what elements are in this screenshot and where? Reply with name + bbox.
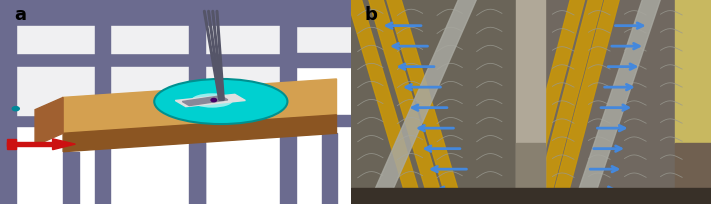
Polygon shape — [551, 0, 619, 204]
Bar — [95, 0, 110, 204]
Bar — [516, 143, 545, 204]
Polygon shape — [387, 0, 462, 204]
Polygon shape — [7, 142, 56, 146]
Polygon shape — [175, 95, 245, 107]
Polygon shape — [63, 115, 336, 152]
Polygon shape — [53, 139, 75, 150]
Polygon shape — [182, 96, 228, 106]
Bar — [16, 27, 95, 54]
Bar — [545, 0, 711, 204]
Bar — [351, 188, 711, 204]
Bar — [110, 67, 189, 115]
Bar — [0, 0, 16, 204]
Bar — [0, 54, 351, 67]
Polygon shape — [63, 80, 336, 134]
Bar — [205, 67, 280, 115]
Bar — [323, 134, 336, 204]
Bar — [0, 115, 351, 126]
Bar — [110, 27, 189, 54]
Polygon shape — [7, 140, 16, 149]
Polygon shape — [368, 0, 444, 204]
Bar — [530, 0, 711, 27]
Bar — [0, 0, 351, 27]
Text: a: a — [14, 6, 26, 24]
Circle shape — [211, 99, 217, 102]
Polygon shape — [347, 0, 422, 204]
Bar — [351, 0, 530, 27]
Bar — [193, 143, 205, 204]
Bar — [516, 0, 545, 204]
Bar — [63, 152, 79, 204]
Bar — [280, 0, 296, 204]
Ellipse shape — [154, 80, 287, 124]
Bar — [205, 27, 284, 54]
Bar — [351, 0, 527, 204]
Polygon shape — [516, 0, 585, 204]
Polygon shape — [574, 0, 661, 204]
Bar — [0, 27, 351, 54]
Ellipse shape — [191, 94, 233, 108]
Bar — [675, 143, 711, 204]
Bar — [189, 0, 205, 204]
Bar — [675, 0, 711, 143]
Polygon shape — [535, 0, 603, 204]
Bar — [16, 67, 95, 115]
Circle shape — [12, 107, 19, 111]
Polygon shape — [368, 0, 476, 204]
Polygon shape — [35, 98, 63, 146]
Text: b: b — [365, 6, 378, 24]
